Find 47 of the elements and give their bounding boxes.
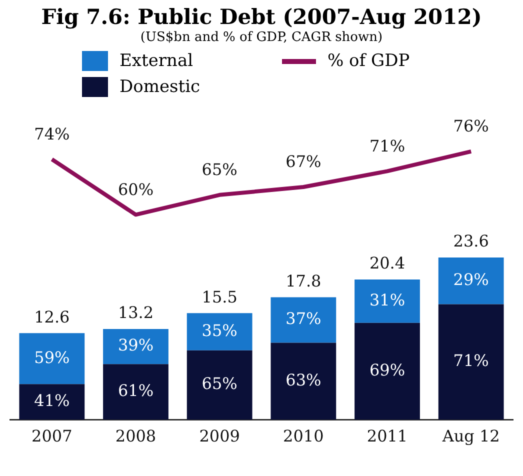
data-label: 76% (453, 116, 489, 136)
bar (19, 384, 85, 420)
annotation: 61% (118, 381, 154, 400)
bar (270, 342, 336, 420)
legend-label: % of GDP (328, 51, 410, 71)
annotation: 39% (118, 336, 154, 355)
annotation: 71% (453, 351, 489, 370)
text: 23.6 (453, 232, 489, 251)
x-tick-label: 2007 (32, 426, 72, 446)
annotation: 65% (202, 374, 238, 394)
x-tick-label: 2010 (283, 426, 324, 446)
bar (186, 313, 252, 350)
annotation: 35% (202, 320, 238, 340)
x-tick-label: 2008 (115, 426, 156, 446)
x-tick-label: 2009 (199, 426, 240, 446)
annotation: 41% (34, 391, 70, 410)
annotation: 20.4 (369, 254, 406, 273)
annotation: 17.8 (286, 271, 322, 290)
bar (103, 329, 168, 364)
annotation: 31% (369, 290, 406, 310)
x-tick-label: Aug 12 (441, 426, 500, 446)
data-label: 60% (118, 180, 154, 199)
annotation: 37% (286, 309, 322, 328)
bar (270, 297, 336, 343)
bar (438, 304, 504, 420)
bar (354, 322, 420, 420)
chart-title: Fig 7.6: Public Debt (2007-Aug 2012) (40, 4, 483, 29)
data-label: 67% (286, 152, 322, 172)
bar (354, 280, 420, 323)
bar (103, 364, 168, 420)
annotation: 13.2 (118, 303, 154, 322)
legend-label: External (120, 51, 194, 71)
annotation: 63% (286, 370, 322, 390)
chart-subtitle: (US$bn and % of GDP, CAGR shown) (139, 30, 384, 45)
data-label: 74% (34, 124, 70, 144)
annotation: 15.5 (202, 287, 238, 306)
data-label: 71% (369, 136, 406, 156)
annotation: 69% (369, 360, 406, 380)
annotation: 59% (34, 348, 70, 367)
data-label: 65% (202, 160, 238, 180)
x-tick-label: 2011 (366, 426, 408, 446)
bar (438, 257, 504, 304)
annotation: 12.6 (34, 307, 70, 326)
bar (186, 350, 252, 420)
bar (19, 333, 85, 384)
legend-label: Domestic (120, 77, 200, 97)
annotation: 29% (453, 270, 489, 289)
